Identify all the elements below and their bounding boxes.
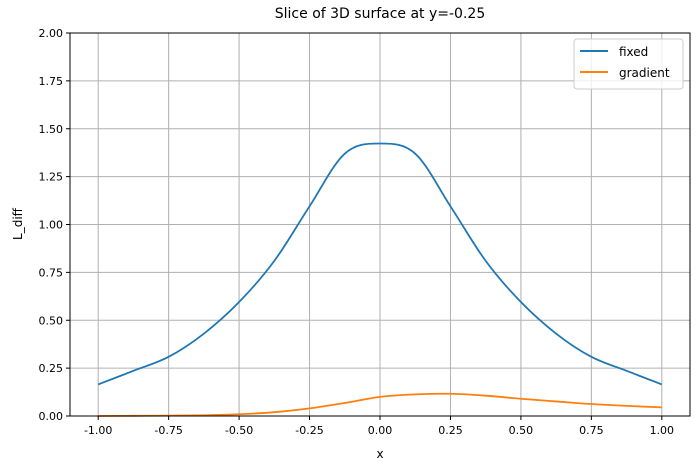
x-axis-label: x: [376, 447, 383, 461]
y-tick-label: 1.25: [39, 171, 64, 184]
y-tick-label: 1.00: [39, 219, 64, 232]
legend-label-fixed: fixed: [619, 45, 648, 59]
series-line-fixed: [97, 142, 663, 386]
legend-label-gradient: gradient: [619, 66, 670, 80]
x-tick-label: -0.25: [295, 424, 323, 437]
x-tick-label: -1.00: [84, 424, 112, 437]
legend: fixed gradient: [573, 38, 684, 90]
y-tick-label: 2.00: [39, 27, 64, 40]
x-tick-label: 0.50: [509, 424, 534, 437]
y-axis-label: L_diff: [11, 207, 25, 240]
y-tick-label: 0.50: [39, 314, 64, 327]
x-tick-label: -0.75: [154, 424, 182, 437]
chart-title: Slice of 3D surface at y=-0.25: [275, 6, 485, 22]
ticks: -1.00 -0.75 -0.50 -0.25 0.00 0.25 0.50 0.75 1.00…: [39, 27, 675, 437]
y-tick-label: 1.50: [39, 123, 64, 136]
y-tick-label: 0.25: [39, 362, 64, 375]
x-tick-label: 1.00: [650, 424, 675, 437]
x-tick-label: 0.00: [368, 424, 393, 437]
grid: [70, 32, 690, 417]
series-lines: [97, 142, 663, 417]
series-line-gradient: [98, 392, 662, 417]
x-tick-label: 0.75: [579, 424, 604, 437]
y-tick-label: 1.75: [39, 75, 64, 88]
x-tick-label: -0.50: [225, 424, 253, 437]
y-tick-label: 0.75: [39, 266, 64, 279]
x-tick-label: 0.25: [438, 424, 463, 437]
y-tick-label: 0.00: [39, 410, 64, 423]
